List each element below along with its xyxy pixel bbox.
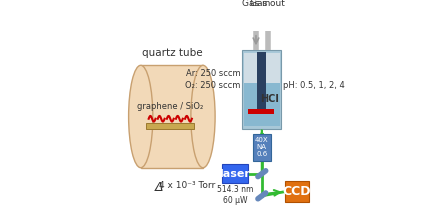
Text: pH: 0.5, 1, 2, 4: pH: 0.5, 1, 2, 4 [283, 81, 345, 90]
FancyBboxPatch shape [146, 123, 194, 129]
FancyBboxPatch shape [258, 52, 266, 114]
Ellipse shape [191, 65, 215, 168]
FancyBboxPatch shape [242, 50, 281, 129]
FancyBboxPatch shape [244, 53, 279, 83]
Text: HCl: HCl [260, 94, 279, 104]
Ellipse shape [129, 65, 153, 168]
Text: 40X
NA
0.6: 40X NA 0.6 [255, 137, 268, 157]
Text: O₂: 250 sccm: O₂: 250 sccm [185, 81, 240, 90]
Text: Gas in: Gas in [242, 0, 270, 8]
Text: Gas out: Gas out [250, 0, 285, 8]
Text: 514.3 nm
60 μW: 514.3 nm 60 μW [217, 185, 253, 205]
Text: CCD: CCD [283, 185, 311, 198]
Text: quartz tube: quartz tube [141, 48, 202, 58]
Text: 4 x 10⁻³ Torr: 4 x 10⁻³ Torr [159, 181, 215, 190]
FancyBboxPatch shape [248, 109, 274, 114]
Text: laser: laser [219, 169, 251, 179]
FancyBboxPatch shape [285, 181, 309, 202]
FancyBboxPatch shape [253, 134, 271, 161]
Text: Δ: Δ [155, 181, 163, 194]
FancyBboxPatch shape [222, 164, 248, 183]
Text: graphene / SiO₂: graphene / SiO₂ [137, 102, 203, 111]
FancyBboxPatch shape [244, 83, 279, 126]
Text: Ar: 250 sccm: Ar: 250 sccm [186, 69, 240, 78]
FancyBboxPatch shape [141, 65, 203, 168]
